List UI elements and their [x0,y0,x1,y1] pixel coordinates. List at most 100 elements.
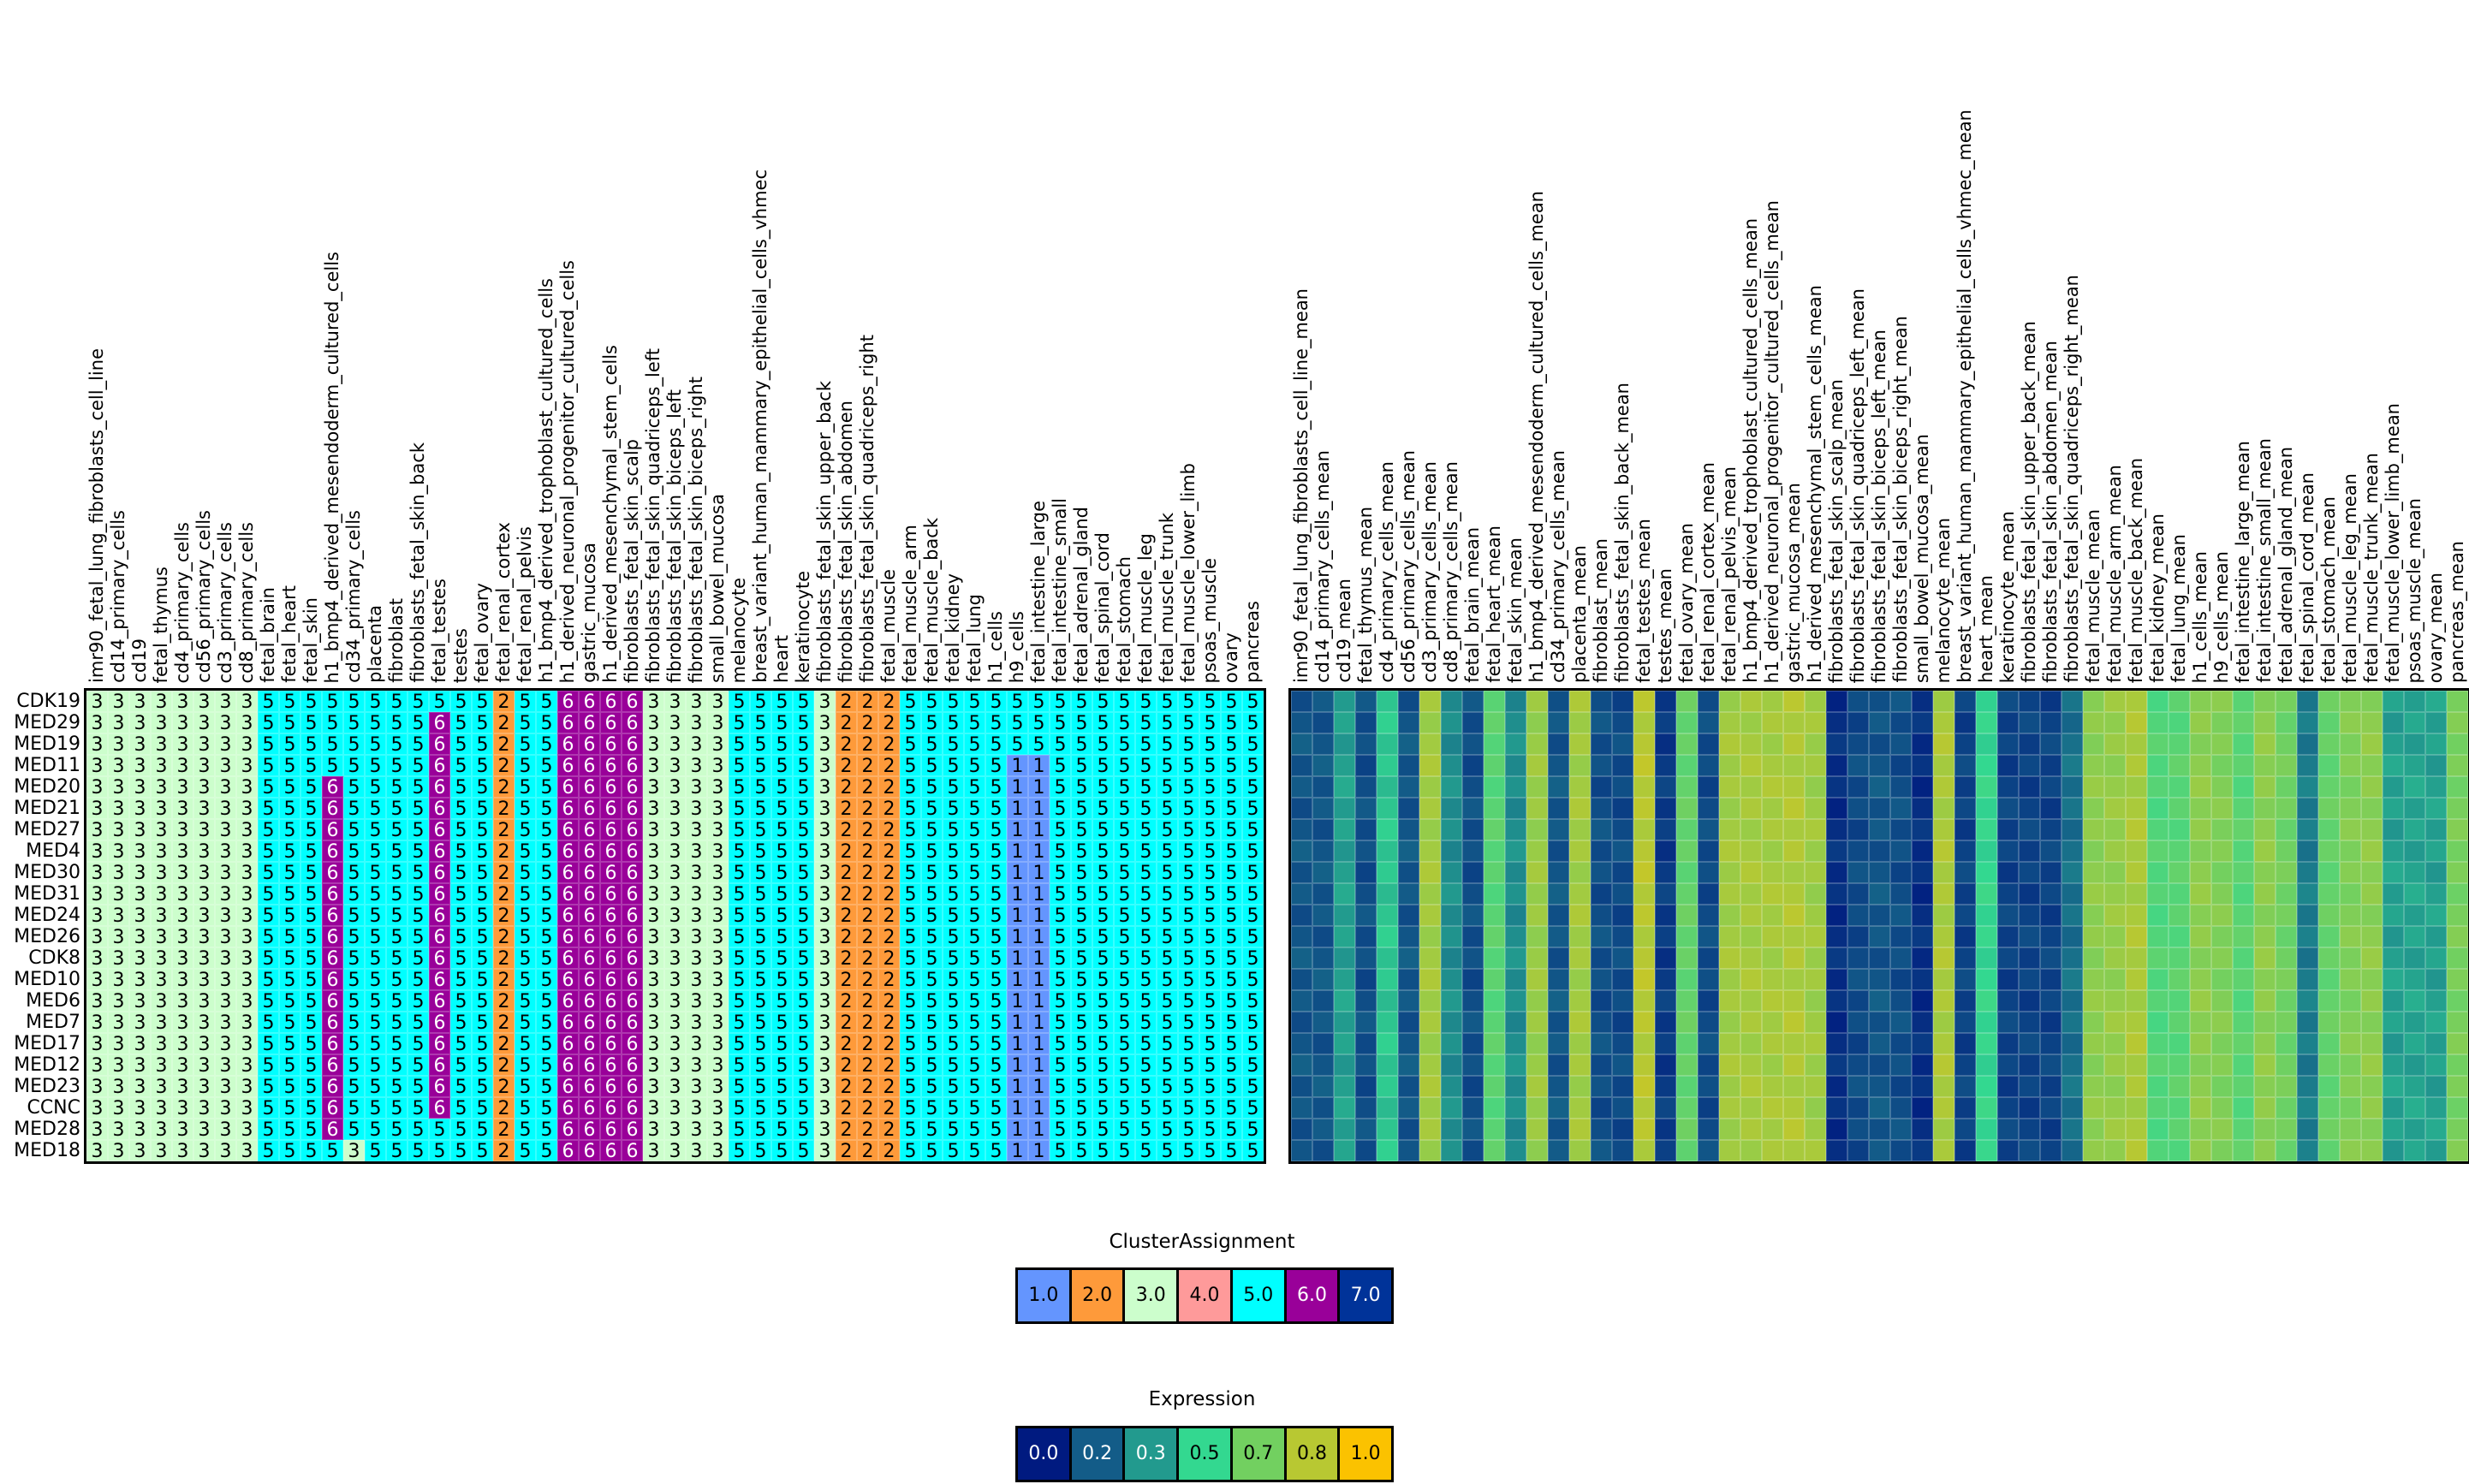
column-label: fetal_skin [300,597,321,683]
expression-cell [1890,733,1912,755]
column-label: fetal_muscle_arm_mean [2104,465,2125,683]
expression-cell [2361,819,2383,840]
cluster-cell: 6 [429,1076,450,1098]
expression-cell [1548,691,1569,712]
cluster-cell: 2 [836,905,857,927]
cluster-cell: 5 [771,947,793,970]
cluster-cell: 3 [236,905,258,927]
expression-cell [1912,905,1933,926]
expression-cell [1719,819,1740,840]
cluster-cell: 3 [236,1033,258,1055]
cluster-cell: 3 [215,798,236,820]
cluster-cell: 2 [857,691,878,713]
cluster-cell: 3 [215,1076,236,1098]
cluster-cell: 6 [579,691,600,713]
cluster-cell: 5 [771,883,793,905]
expression-cell [1740,883,1762,905]
cluster-cell: 5 [1221,947,1242,970]
cluster-cell: 3 [108,1076,129,1098]
cluster-cell: 5 [515,1076,536,1098]
expression-cell [2276,1119,2297,1140]
expression-cell [2361,969,2383,990]
cluster-cell: 3 [814,1097,836,1119]
cluster-cell: 5 [279,883,300,905]
cluster-cell: 5 [1157,947,1178,970]
expression-cell [1698,969,1719,990]
expression-cell [2147,1076,2169,1097]
expression-cell [1869,969,1890,990]
expression-cell [2233,1076,2254,1097]
expression-cell [1805,905,1826,926]
expression-cell [2147,712,2169,733]
cluster-cell: 2 [878,733,900,756]
expression-cell [2297,755,2318,776]
cluster-cell: 5 [985,862,1007,884]
cluster-cell: 1 [1028,862,1050,884]
cluster-cell: 6 [600,862,622,884]
cluster-cell: 6 [557,712,579,734]
expression-cell [2040,947,2061,969]
cluster-cell: 5 [386,755,408,777]
cluster-cell: 5 [408,1012,429,1034]
cluster-cell: 5 [729,926,750,948]
cluster-cell: 5 [258,733,279,756]
cluster-cell: 2 [878,990,900,1012]
cluster-cell: 5 [921,819,943,841]
expression-cell [1976,1097,1997,1119]
cluster-cell: 3 [108,883,129,905]
cluster-cell: 5 [343,840,365,863]
cluster-cell: 1 [1028,1054,1050,1077]
cluster-cell: 6 [622,755,643,777]
expression-cell [1398,840,1419,862]
cluster-cell: 5 [1157,926,1178,948]
expression-cell [1569,840,1591,862]
expression-cell [2361,1119,2383,1140]
expression-cell [1505,1033,1526,1054]
cluster-cell: 2 [493,840,515,863]
cluster-cell: 5 [964,883,985,905]
cluster-cell: 3 [643,1076,664,1098]
cluster-cell: 2 [857,1054,878,1077]
expression-cell [2425,712,2447,733]
cluster-cell: 2 [836,798,857,820]
cluster-cell: 5 [1199,819,1221,841]
cluster-cell: 6 [557,947,579,970]
cluster-cell: 3 [151,733,172,756]
expression-cell [2019,1054,2040,1076]
legend-swatch: 4.0 [1179,1270,1233,1321]
cluster-cell: 5 [771,776,793,798]
cluster-cell: 3 [215,691,236,713]
cluster-cell: 5 [1050,990,1071,1012]
expression-cell [2318,905,2340,926]
expression-cell [2126,798,2147,819]
expression-cell [2104,1054,2126,1076]
expression-cell [2383,1140,2404,1161]
expression-cell [2361,1076,2383,1097]
cluster-cell: 5 [793,776,814,798]
cluster-cell: 2 [836,712,857,734]
cluster-cell: 5 [300,926,322,948]
cluster-cell: 5 [1157,819,1178,841]
expression-cell [2211,1054,2233,1076]
cluster-cell: 5 [793,1033,814,1055]
cluster-cell: 5 [1178,926,1199,948]
cluster-cell: 2 [836,990,857,1012]
expression-cell [1312,712,1334,733]
expression-cell [1954,862,1976,883]
cluster-cell: 5 [1157,733,1178,756]
expression-cell [1912,1054,1933,1076]
cluster-cell: 5 [985,712,1007,734]
cluster-cell: 5 [515,926,536,948]
cluster-cell: 2 [836,819,857,841]
column-label: fetal_muscle_trunk [1157,513,1177,683]
cluster-cell: 2 [878,862,900,884]
cluster-cell: 5 [964,969,985,991]
cluster-cell: 5 [365,1054,386,1077]
expression-cell [2233,776,2254,798]
expression-cell [1805,819,1826,840]
expression-cell [2083,776,2104,798]
cluster-cell: 5 [472,1076,493,1098]
cluster-cell: 5 [964,712,985,734]
expression-cell [1441,969,1462,990]
expression-cell [2318,1140,2340,1161]
